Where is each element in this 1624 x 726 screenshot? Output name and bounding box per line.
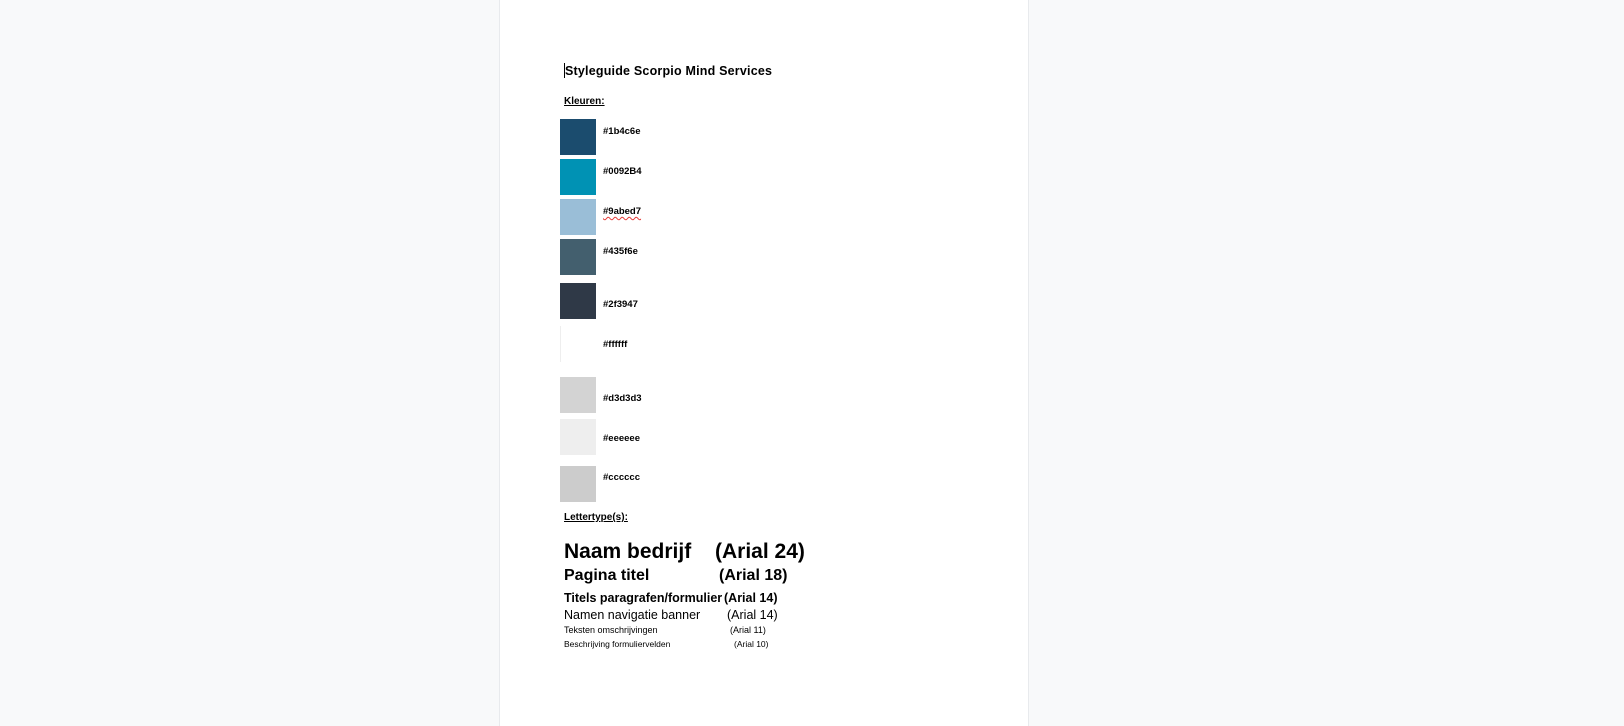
- font-spec: (Arial 14): [727, 608, 778, 622]
- color-label-1[interactable]: #1b4c6e: [603, 126, 641, 137]
- font-spec: (Arial 11): [730, 625, 766, 635]
- font-spec: (Arial 10): [734, 639, 769, 649]
- font-spec: (Arial 18): [719, 567, 788, 584]
- color-label-2[interactable]: #0092B4: [603, 166, 642, 177]
- color-swatch-7: [560, 377, 596, 413]
- color-label-9[interactable]: #cccccc: [603, 472, 640, 483]
- color-label-8[interactable]: #eeeeee: [603, 433, 640, 444]
- color-swatch-6: [560, 326, 597, 362]
- font-sample: Titels paragrafen/formulier: [564, 591, 723, 605]
- color-swatch-4: [560, 239, 596, 275]
- font-sample: Teksten omschrijvingen: [564, 625, 658, 635]
- font-sample: Namen navigatie banner: [564, 608, 701, 622]
- font-sample: Beschrijving formuliervelden: [564, 639, 671, 649]
- color-swatch-1: [560, 119, 596, 155]
- document-title[interactable]: Styleguide Scorpio Mind Services: [564, 63, 772, 78]
- color-swatch-8: [560, 419, 596, 455]
- color-label-6[interactable]: #ffffff: [603, 339, 628, 350]
- font-spec: (Arial 24): [715, 540, 805, 563]
- colors-heading[interactable]: Kleuren:: [564, 96, 605, 107]
- font-sample: Naam bedrijf: [564, 540, 692, 563]
- color-label-4[interactable]: #435f6e: [603, 246, 638, 257]
- font-sample: Pagina titel: [564, 567, 650, 584]
- color-swatch-5: [560, 283, 596, 319]
- document-title-text[interactable]: Styleguide Scorpio Mind Services: [565, 64, 773, 78]
- font-spec: (Arial 14): [724, 591, 778, 605]
- spellcheck-underline: #9abed7: [603, 206, 642, 217]
- document-page[interactable]: Styleguide Scorpio Mind Services Kleuren…: [499, 0, 1029, 726]
- color-swatch-3: [560, 199, 596, 235]
- color-label-7[interactable]: #d3d3d3: [603, 393, 642, 404]
- fonts-heading[interactable]: Lettertype(s):: [564, 512, 628, 523]
- color-label-5[interactable]: #2f3947: [603, 299, 638, 310]
- color-label-3[interactable]: #9abed7: [603, 206, 641, 217]
- color-swatch-2: [560, 159, 596, 195]
- color-swatch-9: [560, 466, 596, 502]
- text-cursor: [564, 63, 565, 78]
